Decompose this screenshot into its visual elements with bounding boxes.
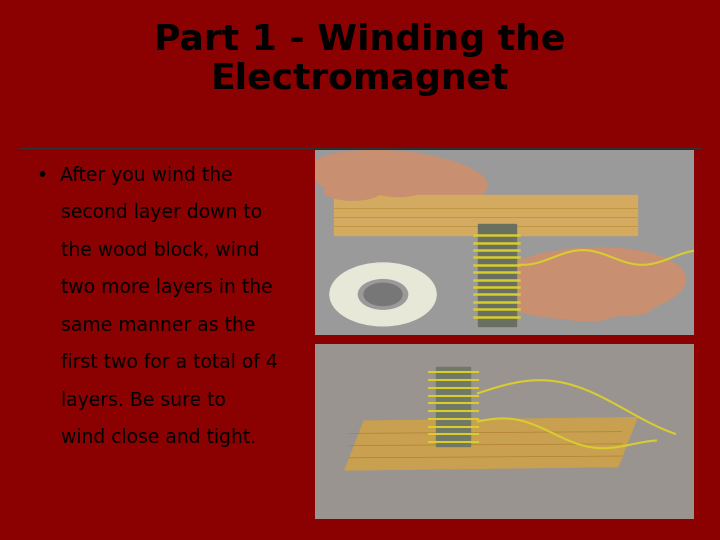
Text: same manner as the: same manner as the <box>37 316 255 335</box>
Text: Ver 1.0 © 2005 Carnegie Mellon Robotics Academy Inc: Ver 1.0 © 2005 Carnegie Mellon Robotics … <box>442 515 690 524</box>
Ellipse shape <box>310 151 487 206</box>
Bar <box>478 224 516 326</box>
Ellipse shape <box>359 280 408 309</box>
Ellipse shape <box>370 178 427 197</box>
Ellipse shape <box>561 305 614 321</box>
Text: wind close and tight.: wind close and tight. <box>37 428 256 447</box>
Bar <box>436 367 470 446</box>
Polygon shape <box>345 417 637 470</box>
Text: layers. Be sure to: layers. Be sure to <box>37 391 225 410</box>
Ellipse shape <box>330 263 436 326</box>
Ellipse shape <box>364 284 402 306</box>
Ellipse shape <box>324 181 381 200</box>
Text: the wood block, wind: the wood block, wind <box>37 241 259 260</box>
Text: first two for a total of 4: first two for a total of 4 <box>37 353 277 372</box>
Ellipse shape <box>490 248 685 319</box>
Bar <box>334 194 637 235</box>
Ellipse shape <box>599 299 652 316</box>
Text: Part 1 - Winding the
Electromagnet: Part 1 - Winding the Electromagnet <box>154 23 566 96</box>
Text: two more layers in the: two more layers in the <box>37 278 272 298</box>
Ellipse shape <box>415 174 472 193</box>
Text: •  After you wind the: • After you wind the <box>37 166 233 185</box>
Text: second layer down to: second layer down to <box>37 204 261 222</box>
